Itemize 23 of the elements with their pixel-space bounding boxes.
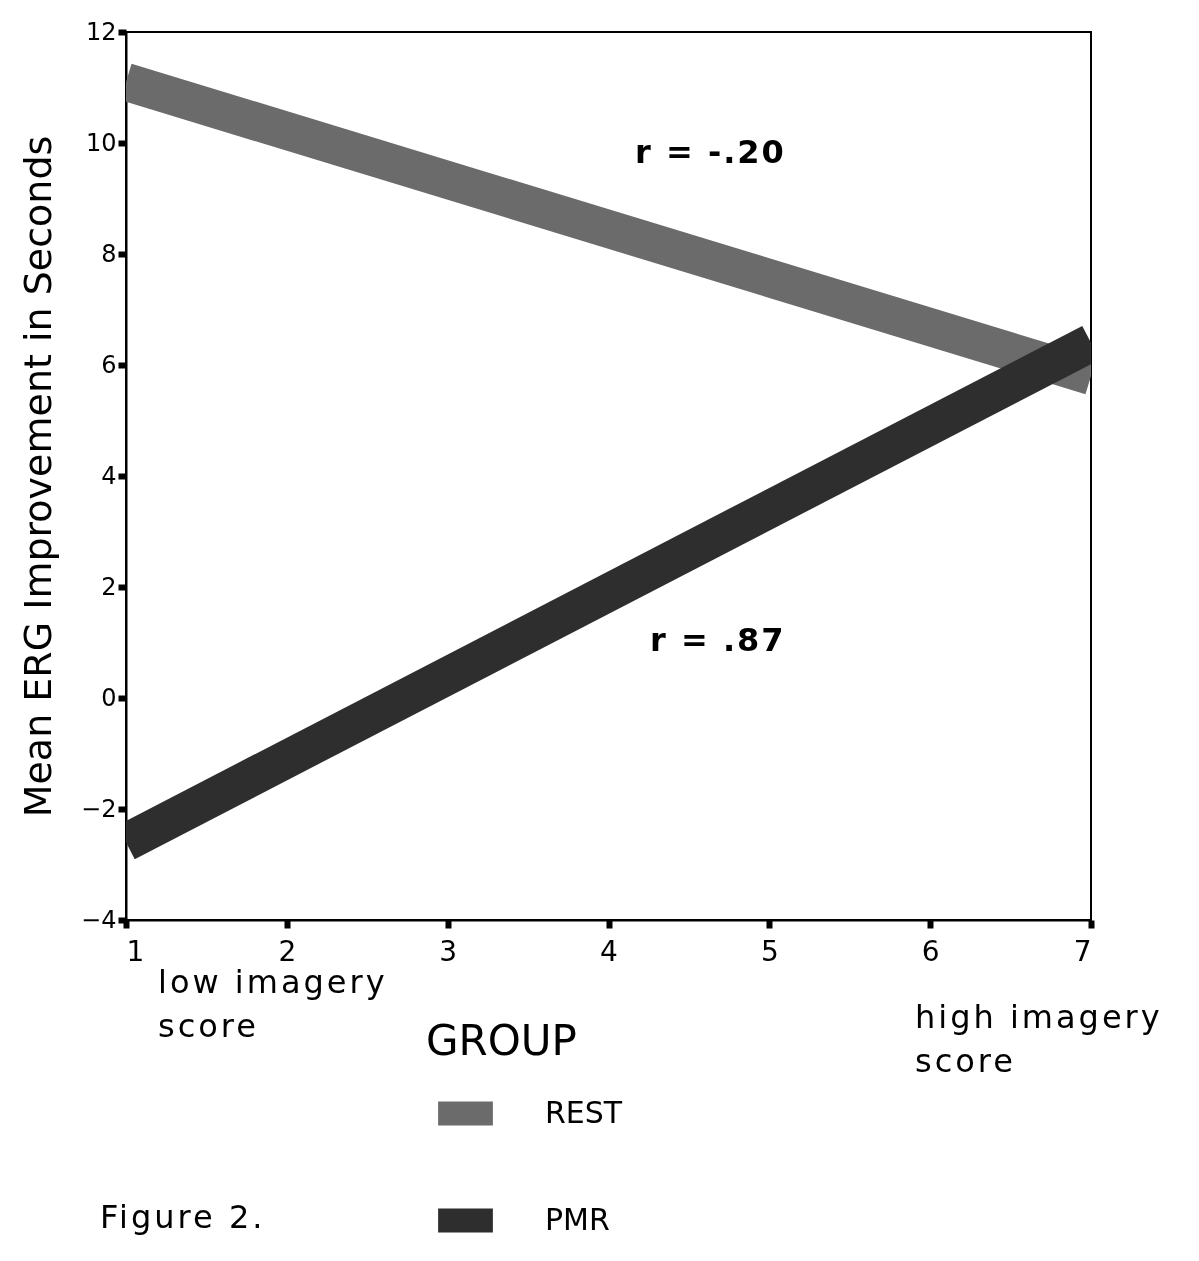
y-tick-label: 2 bbox=[101, 572, 117, 601]
caption: Figure 2. bbox=[100, 1197, 267, 1238]
y-tick-label: −2 bbox=[81, 794, 117, 823]
x-tick-label: 3 bbox=[439, 934, 458, 968]
y-tick-label: 8 bbox=[101, 239, 117, 268]
x-tick-label: 7 bbox=[1073, 934, 1092, 968]
y-tick-label: 4 bbox=[101, 461, 117, 490]
x-tick-label: 6 bbox=[921, 934, 940, 968]
x-tick-label: 4 bbox=[600, 934, 618, 968]
text: high imagery score bbox=[915, 997, 1164, 1082]
legend-label: REST bbox=[545, 1094, 623, 1130]
legend-title: GROUP bbox=[426, 1016, 577, 1065]
y-tick-label: 6 bbox=[101, 350, 117, 379]
x-tick-label: 1 bbox=[126, 934, 145, 968]
y-axis-title: Mean ERG Improvement in Seconds bbox=[16, 135, 61, 818]
annotation: r = -.20 bbox=[635, 132, 787, 173]
y-tick-label: −4 bbox=[81, 905, 117, 934]
x-tick-label: 5 bbox=[760, 934, 779, 968]
legend-label: PMR bbox=[545, 1201, 610, 1237]
y-tick-label: 0 bbox=[101, 683, 117, 712]
y-tick-label: 12 bbox=[85, 17, 117, 46]
annotation: r = .87 bbox=[650, 620, 787, 661]
y-tick-label: 10 bbox=[85, 128, 117, 157]
